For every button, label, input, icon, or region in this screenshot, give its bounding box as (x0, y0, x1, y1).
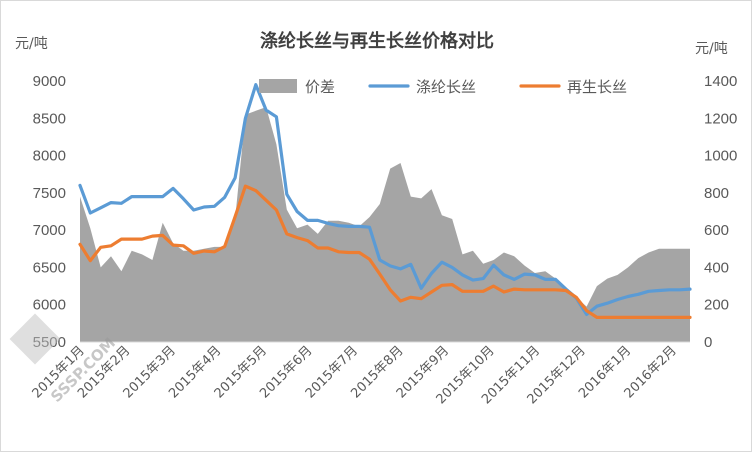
right-axis-tick-label: 600 (704, 222, 729, 239)
chart-title: 涤纶长丝与再生长丝价格对比 (260, 30, 494, 52)
legend-label: 涤纶长丝 (416, 78, 476, 96)
right-axis-tick-label: 200 (704, 297, 729, 314)
right-axis-tick-label: 1400 (704, 73, 737, 90)
legend: 价差 涤纶长丝 再生长丝 (259, 78, 627, 96)
right-axis-tick-label: 1200 (704, 110, 737, 127)
series-area-0 (80, 107, 690, 342)
watermark-logo (9, 313, 61, 365)
line-layer (78, 83, 692, 319)
legend-label: 再生长丝 (567, 78, 627, 96)
area-layer (80, 107, 690, 342)
left-axis-tick-label: 7000 (33, 222, 66, 239)
left-axis-unit: 元/吨 (15, 36, 48, 52)
left-axis-tick-label: 6000 (33, 297, 66, 314)
right-axis-tick-label: 800 (704, 185, 729, 202)
left-axis-tick-label: 8500 (33, 110, 66, 127)
legend-label: 价差 (305, 78, 335, 96)
left-axis-tick-label: 9000 (33, 73, 66, 90)
right-axis-unit: 元/吨 (695, 41, 728, 57)
right-axis-tick-label: 0 (704, 334, 712, 351)
legend-swatch-area (259, 79, 297, 93)
right-axis-tick-label: 400 (704, 259, 729, 276)
left-axis-tick-label: 7500 (33, 185, 66, 202)
series-line-2 (78, 184, 692, 319)
left-axis-tick-label: 6500 (33, 259, 66, 276)
right-axis-tick-label: 1000 (704, 148, 737, 165)
left-axis-tick-label: 8000 (33, 148, 66, 165)
